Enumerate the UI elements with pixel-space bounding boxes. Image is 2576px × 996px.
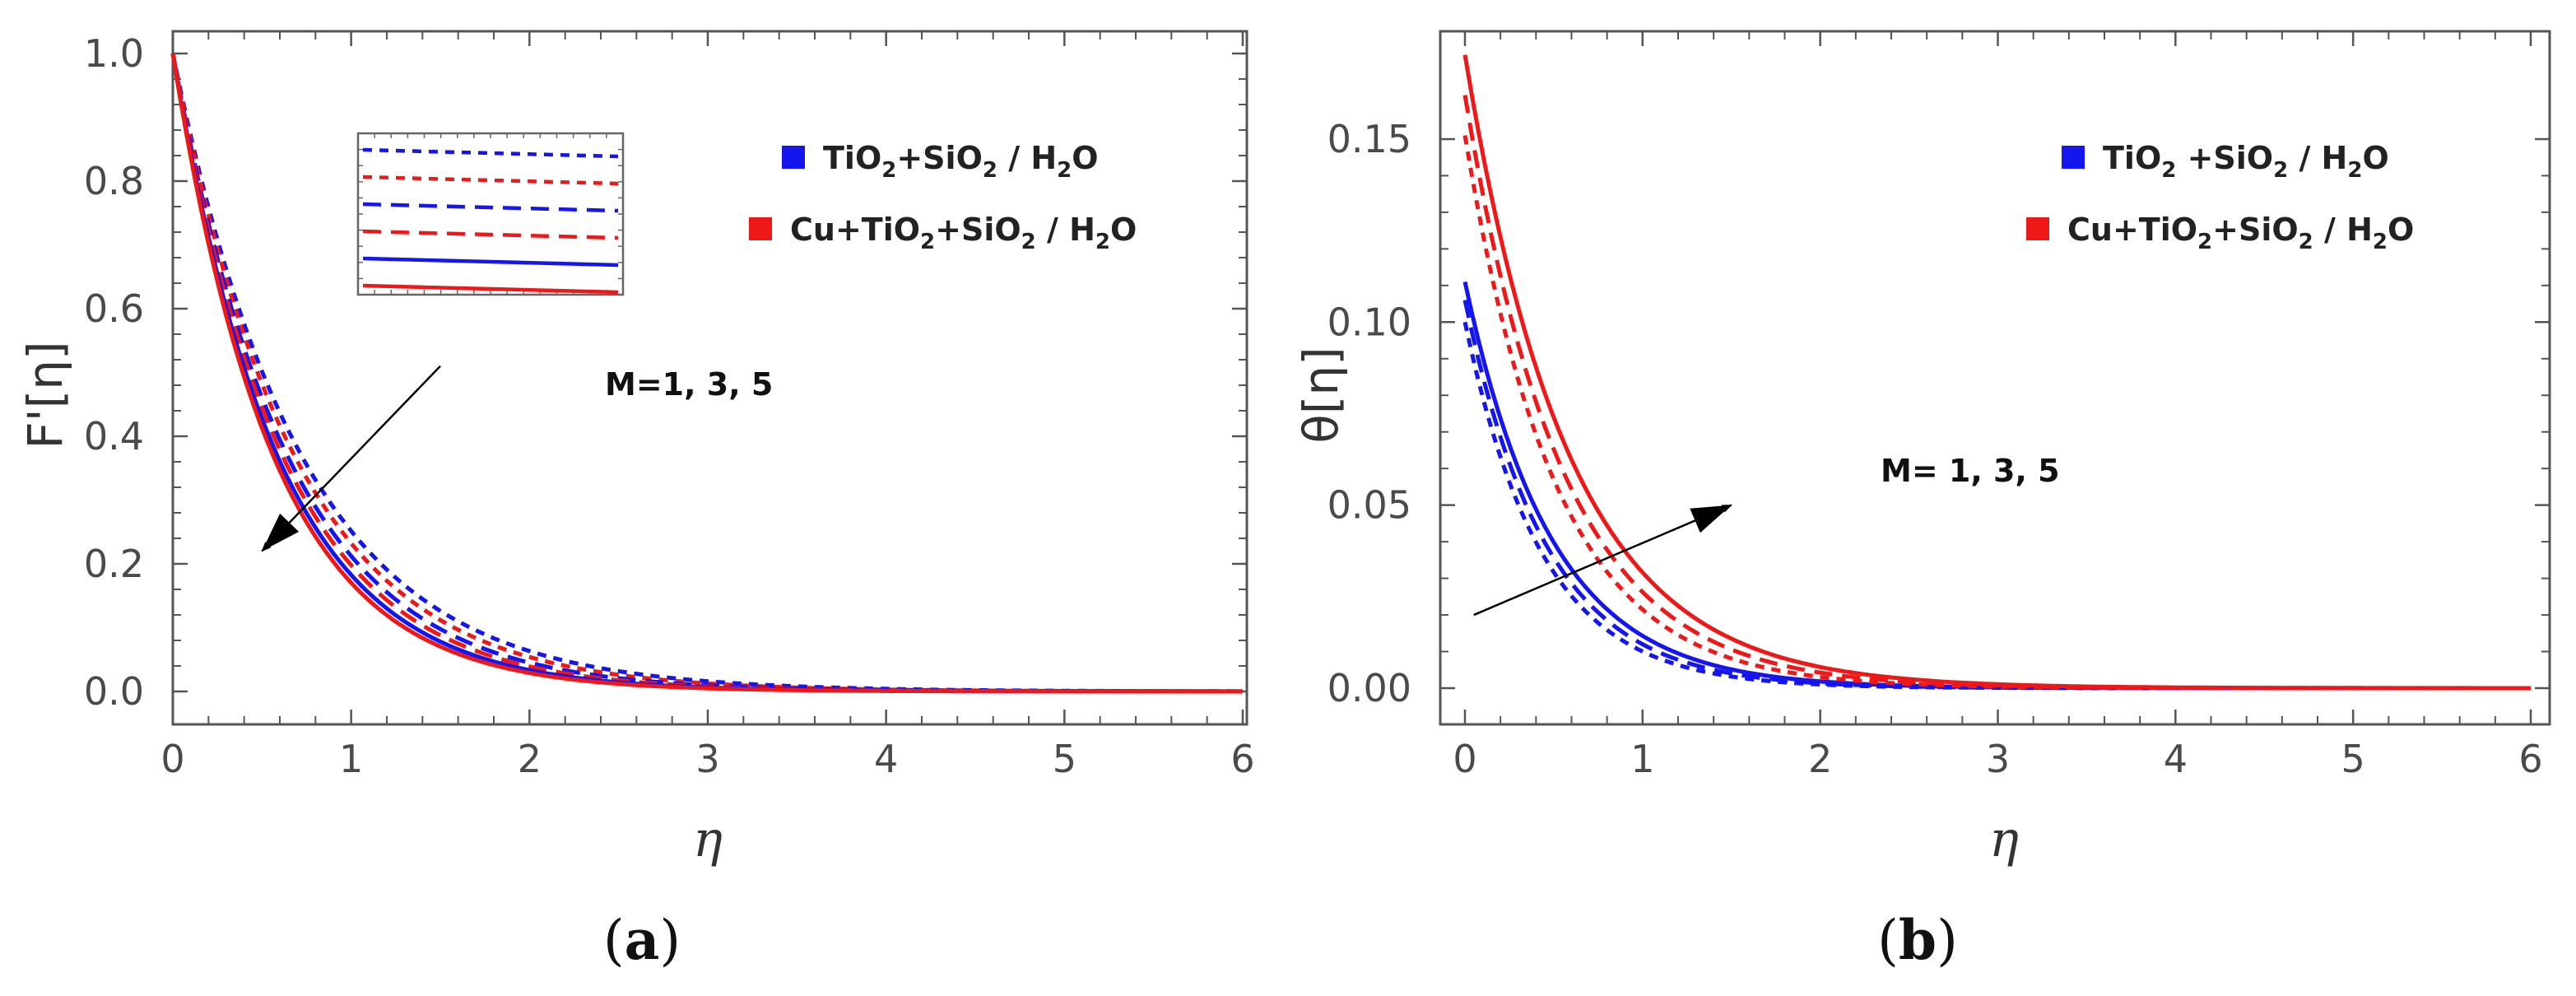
arrow-head [1690, 505, 1732, 533]
y-tick-label: 0.10 [1328, 300, 1411, 344]
legend-text-part: 2 [2161, 158, 2176, 183]
trend-arrow [261, 365, 441, 552]
panel-label-close: ) [659, 909, 681, 972]
inset-line-red-solid [362, 283, 619, 295]
legend-text-part: +SiO [2212, 212, 2299, 248]
plot-frame [171, 30, 1248, 726]
y-tick-label: 0.15 [1328, 117, 1411, 161]
x-tick-label: 4 [2164, 737, 2188, 781]
series-line-red-solid [1462, 54, 2531, 691]
legend-text-part: TiO [2103, 140, 2161, 176]
legend-text-part: 2 [983, 158, 997, 183]
x-axis-title: η [693, 811, 723, 868]
x-tick-label: 5 [2341, 737, 2365, 781]
legend-text-part: Cu+TiO [790, 212, 920, 248]
legend-text-part: 2 [1095, 230, 1110, 254]
legend-text-part: 2 [2299, 230, 2313, 254]
series-group [1462, 54, 2531, 691]
legend-text-part: 2 [2197, 230, 2212, 254]
inset-frame [356, 132, 625, 296]
series-line-blue-long [1462, 300, 2531, 691]
legend-swatch-red [749, 217, 772, 240]
legend-text-part: 2 [2273, 158, 2288, 183]
legend-text-part: 2 [881, 158, 896, 183]
legend-text-part: TiO [823, 140, 881, 176]
legend-text-part: +SiO [896, 140, 983, 176]
plot-frame [1439, 30, 2551, 726]
legend-swatch-blue [782, 146, 805, 169]
panel-label-letter: a [625, 908, 660, 972]
panel-label-open: ( [1877, 909, 1899, 972]
x-tick-label: 2 [518, 737, 542, 781]
x-tick-label: 4 [874, 737, 898, 781]
legend-text-part: +SiO [2176, 140, 2273, 176]
plots-layer: 0 1 2 3 4 5 60.00.20.40.60.81.0F'[η]ηTiO2+SiO2… [17, 30, 2551, 972]
y-tick-label: 0.2 [84, 542, 144, 586]
y-tick-label: 0.00 [1328, 666, 1411, 710]
legend-text-part: O [2388, 212, 2414, 248]
x-tick-label: 6 [2518, 737, 2542, 781]
legend-label: Cu+TiO2+SiO2 / H2O [2067, 212, 2414, 254]
x-tick-label: 5 [1053, 737, 1076, 781]
y-tick-label: 0.4 [84, 414, 144, 458]
legend-label: Cu+TiO2+SiO2 / H2O [790, 212, 1137, 254]
inset-line-blue-long [362, 202, 619, 213]
legend-text-part: 2 [2373, 230, 2388, 254]
y-tick-label: 0.05 [1328, 483, 1411, 528]
y-tick-label: 1.0 [84, 31, 144, 76]
panel-label-open: ( [603, 909, 625, 972]
legend-text-part: 2 [1057, 158, 1072, 183]
x-tick-label: 1 [339, 737, 363, 781]
legend-text-part: O [2362, 140, 2388, 176]
inset-line-blue-solid [362, 256, 619, 268]
x-tick-label: 2 [1808, 737, 1832, 781]
panel-label: (a) [603, 908, 681, 972]
legend-swatch-red [2026, 217, 2049, 240]
panel-label-letter: b [1899, 908, 1937, 972]
legend-text-part: Cu+TiO [2067, 212, 2197, 248]
series-line-red-long [1462, 95, 2531, 691]
legend-text-part: / H [997, 140, 1057, 176]
x-tick-label: 0 [1453, 737, 1476, 781]
x-tick-label: 0 [160, 737, 184, 781]
x-axis-title: η [1989, 811, 2019, 868]
legend-text-part: 2 [920, 230, 935, 254]
legend-text-part: O [1072, 140, 1098, 176]
parameter-annotation: M= 1, 3, 5 [1881, 453, 2060, 489]
y-tick-label: 0.0 [84, 669, 144, 714]
chart-panel-a: 0 1 2 3 4 5 60.00.20.40.60.81.0F'[η]ηTiO2+SiO2… [17, 30, 1255, 972]
y-axis-title: θ[η] [1293, 347, 1349, 444]
y-tick-label: 0.6 [84, 286, 144, 331]
x-tick-label: 3 [1986, 737, 2010, 781]
legend-text-part: / H [1036, 212, 1095, 248]
parameter-annotation: M=1, 3, 5 [605, 366, 773, 403]
series-line-red-solid [170, 53, 1243, 694]
panel-label: (b) [1877, 908, 1958, 972]
arrow-head [262, 513, 300, 552]
legend-text-part: +SiO [935, 212, 1021, 248]
legend-text-part: 2 [2347, 158, 2362, 183]
x-tick-label: 1 [1630, 737, 1654, 781]
y-tick-label: 0.8 [84, 159, 144, 203]
legend-text-part: / H [2288, 140, 2347, 176]
legend-swatch-blue [2062, 146, 2085, 169]
legend-label: TiO2 +SiO2 / H2O [2103, 140, 2389, 183]
series-group [170, 53, 1243, 694]
y-axis-title: F'[η] [17, 341, 73, 449]
legend-text-part: 2 [1021, 230, 1036, 254]
legend-text-part: O [1110, 212, 1137, 248]
legend-text-part: / H [2313, 212, 2373, 248]
x-tick-label: 3 [695, 737, 719, 781]
trend-arrow [1473, 504, 1732, 617]
inset-line-red-long [362, 229, 619, 240]
panel-label-close: ) [1937, 909, 1958, 972]
zoom-inset [356, 132, 625, 296]
x-tick-label: 6 [1230, 737, 1254, 781]
legend-label: TiO2+SiO2 / H2O [823, 140, 1099, 183]
